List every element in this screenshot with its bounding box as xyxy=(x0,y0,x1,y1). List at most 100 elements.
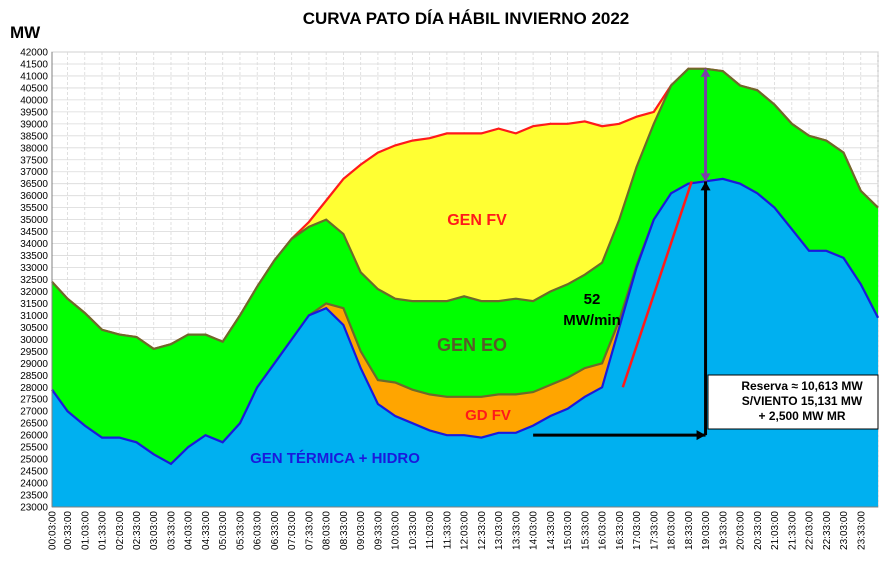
x-tick-label: 13:03:00 xyxy=(494,511,505,550)
x-tick-label: 07:03:00 xyxy=(287,511,298,550)
x-tick-label: 06:03:00 xyxy=(253,511,264,550)
x-tick-label: 17:33:00 xyxy=(649,511,660,550)
x-tick-label: 09:03:00 xyxy=(356,511,367,550)
y-tick-label: 40000 xyxy=(20,95,48,106)
y-tick-label: 29000 xyxy=(20,359,48,370)
x-tick-label: 18:33:00 xyxy=(684,511,695,550)
y-tick-label: 26000 xyxy=(20,431,48,442)
y-tick-label: 35000 xyxy=(20,215,48,226)
reserve-text-line: Reserva ≈ 10,613 MW xyxy=(741,379,863,393)
label-gen-eo: GEN EO xyxy=(437,335,507,355)
x-tick-label: 16:33:00 xyxy=(615,511,626,550)
x-tick-label: 10:33:00 xyxy=(408,511,419,550)
x-tick-label: 05:03:00 xyxy=(218,511,229,550)
y-tick-label: 34500 xyxy=(20,227,48,238)
y-tick-label: 29500 xyxy=(20,347,48,358)
x-tick-label: 12:33:00 xyxy=(477,511,488,550)
y-tick-label: 23500 xyxy=(20,491,48,502)
reserve-box-bg xyxy=(707,374,879,430)
y-tick-label: 30500 xyxy=(20,323,48,334)
reserve-wind-arrowhead xyxy=(700,173,711,182)
x-tick-label: 06:33:00 xyxy=(270,511,281,550)
y-tick-label: 23000 xyxy=(20,503,48,514)
y-tick-label: 34000 xyxy=(20,239,48,250)
y-tick-label: 38500 xyxy=(20,131,48,142)
y-tick-label: 35500 xyxy=(20,203,48,214)
label-gd-fv: GD FV xyxy=(465,407,511,424)
area-gen-t-rmica-hidro xyxy=(52,178,878,507)
y-tick-label: 27000 xyxy=(20,407,48,418)
x-tick-label: 04:33:00 xyxy=(201,511,212,550)
x-tick-label: 14:33:00 xyxy=(546,511,557,550)
y-tick-label: 37500 xyxy=(20,155,48,166)
x-tick-label: 16:03:00 xyxy=(598,511,609,550)
y-tick-label: 31500 xyxy=(20,299,48,310)
ramp-rate-value: 52 xyxy=(584,291,601,308)
y-tick-label: 31000 xyxy=(20,311,48,322)
x-tick-label: 01:33:00 xyxy=(98,511,109,550)
x-tick-label: 04:03:00 xyxy=(184,511,195,550)
reserve-base-arrowhead xyxy=(696,430,706,441)
y-tick-label: 39000 xyxy=(20,119,48,130)
y-tick-label: 36000 xyxy=(20,191,48,202)
stacked-areas xyxy=(51,67,879,508)
reserve-wind-arrowhead-top xyxy=(700,68,711,77)
x-tick-label: 20:33:00 xyxy=(753,511,764,550)
y-tick-label: 41000 xyxy=(20,71,48,82)
y-tick-label: 25500 xyxy=(20,443,48,454)
line-gen-eo xyxy=(51,67,879,351)
x-tick-label: 00:33:00 xyxy=(63,511,74,550)
y-tick-label: 25000 xyxy=(20,455,48,466)
x-tick-label: 12:03:00 xyxy=(460,511,471,550)
reserve-box: Reserva ≈ 10,613 MWS/VIENTO 15,131 MW+ 2… xyxy=(707,374,879,430)
ramp-line xyxy=(621,180,693,388)
y-tick-label: 28500 xyxy=(20,371,48,382)
reserve-arrowhead-top xyxy=(700,181,711,191)
x-tick-label: 02:03:00 xyxy=(115,511,126,550)
x-tick-label: 19:03:00 xyxy=(701,511,712,550)
x-tick-label: 07:33:00 xyxy=(304,511,315,550)
x-tick-label: 00:03:00 xyxy=(48,511,59,550)
x-tick-label: 19:33:00 xyxy=(718,511,729,550)
y-tick-label: 40500 xyxy=(20,83,48,94)
y-tick-label: 39500 xyxy=(20,107,48,118)
y-tick-label: 36500 xyxy=(20,179,48,190)
y-tick-label: 26500 xyxy=(20,419,48,430)
x-tick-label: 23:33:00 xyxy=(856,511,867,550)
x-tick-label: 21:03:00 xyxy=(770,511,781,550)
x-tick-label: 23:03:00 xyxy=(839,511,850,550)
y-tick-label: 27500 xyxy=(20,395,48,406)
y-tick-label: 33500 xyxy=(20,251,48,262)
y-axis-unit-label: MW xyxy=(10,23,41,42)
x-tick-label: 17:03:00 xyxy=(632,511,643,550)
line-gen-t-rmica-hidro xyxy=(51,177,879,466)
x-tick-label: 02:33:00 xyxy=(132,511,143,550)
y-tick-label: 24000 xyxy=(20,479,48,490)
x-tick-label: 09:33:00 xyxy=(373,511,384,550)
x-tick-label: 05:33:00 xyxy=(235,511,246,550)
reserve-text-line: + 2,500 MW MR xyxy=(758,409,845,423)
x-tick-label: 22:33:00 xyxy=(822,511,833,550)
x-tick-label: 03:33:00 xyxy=(166,511,177,550)
y-tick-label: 41500 xyxy=(20,59,48,70)
chart-title: CURVA PATO DÍA HÁBIL INVIERNO 2022 xyxy=(303,9,630,28)
y-tick-label: 38000 xyxy=(20,143,48,154)
ramp-rate-unit: MW/min xyxy=(563,312,621,329)
y-tick-label: 32500 xyxy=(20,275,48,286)
y-tick-label: 33000 xyxy=(20,263,48,274)
y-tick-label: 42000 xyxy=(20,48,48,59)
x-tick-label: 11:03:00 xyxy=(425,511,436,550)
annotations: GEN FV GEN EO GD FV GEN TÉRMICA + HIDRO 52 MW… xyxy=(250,68,879,467)
x-tick-label: 18:03:00 xyxy=(667,511,678,550)
x-tick-label: 11:33:00 xyxy=(442,511,453,550)
y-tick-label: 32000 xyxy=(20,287,48,298)
x-tick-label: 03:03:00 xyxy=(149,511,160,550)
label-gen-termica-hidro: GEN TÉRMICA + HIDRO xyxy=(250,450,420,467)
x-tick-label: 08:03:00 xyxy=(322,511,333,550)
x-tick-label: 15:33:00 xyxy=(580,511,591,550)
x-tick-label: 10:03:00 xyxy=(391,511,402,550)
y-tick-label: 28000 xyxy=(20,383,48,394)
y-tick-label: 30000 xyxy=(20,335,48,346)
y-tick-label: 37000 xyxy=(20,167,48,178)
